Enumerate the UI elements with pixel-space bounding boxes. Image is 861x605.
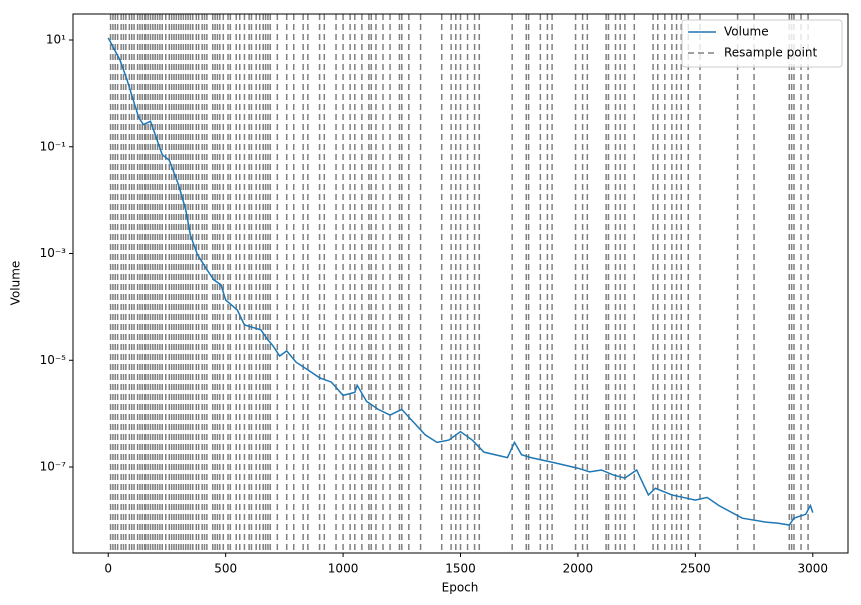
x-tick-label: 500 [214,562,237,576]
x-axis-label: Epoch [442,581,479,595]
y-tick-label: 10¹ [46,33,66,47]
plot-area [107,14,814,553]
y-axis-label: Volume [9,261,23,306]
legend-label: Volume [724,25,769,39]
y-tick-label: 10⁻⁵ [40,353,67,367]
x-tick-label: 1000 [328,562,359,576]
x-tick-label: 2500 [680,562,711,576]
y-tick-label: 10⁻³ [40,246,67,260]
y-tick-label: 10⁻⁷ [40,460,67,474]
x-tick-label: 0 [104,562,112,576]
volume-line [107,37,814,526]
x-tick-label: 3000 [797,562,828,576]
x-tick-label: 2000 [563,562,594,576]
legend-label: Resample point [724,46,818,60]
y-tick-label: 10⁻¹ [40,139,67,153]
legend-box [681,19,843,68]
x-tick-label: 1500 [445,562,476,576]
